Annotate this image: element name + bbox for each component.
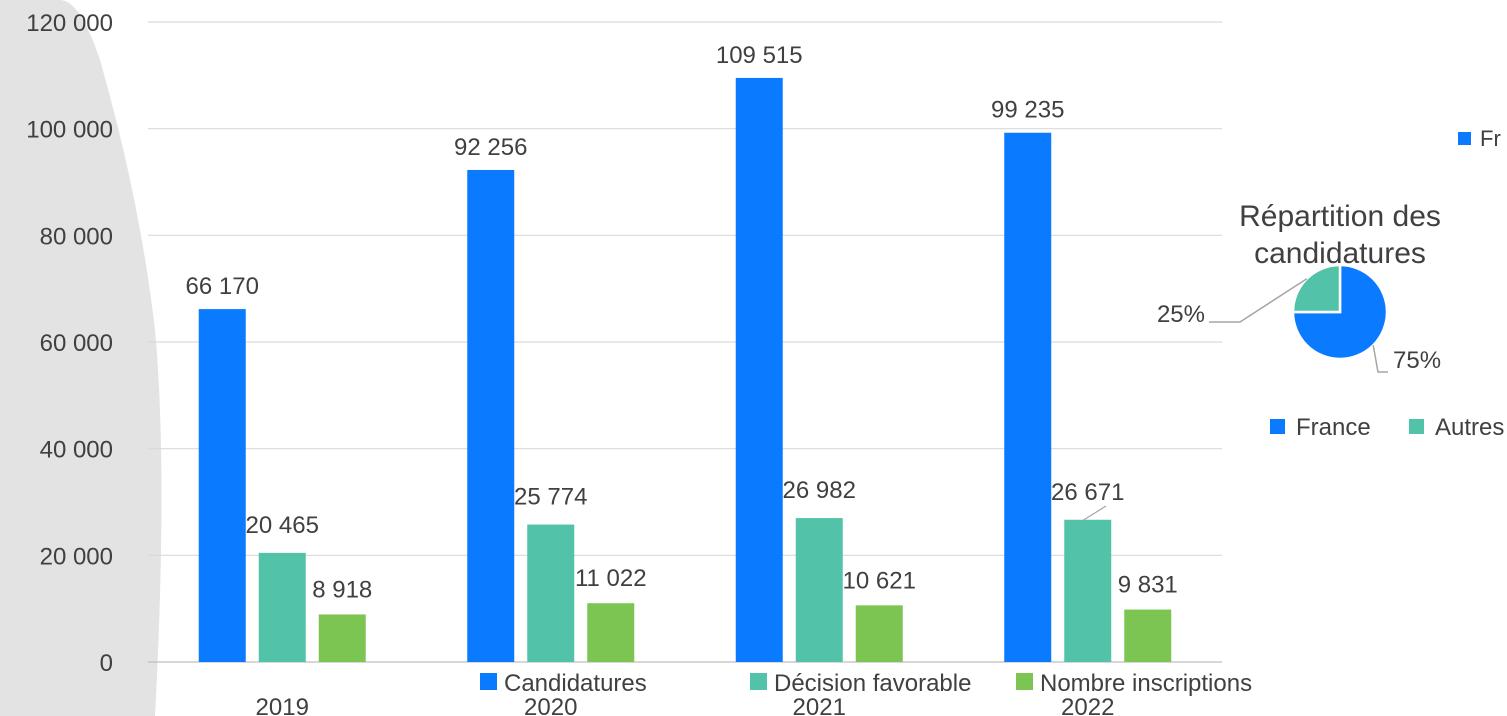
bar-data-label: 109 515 [716, 42, 803, 69]
pie-legend-label: Autres pays [1435, 414, 1507, 441]
pie-leader-line [1209, 278, 1308, 323]
bar [318, 614, 366, 662]
pie-leader-line [1372, 345, 1388, 373]
y-tick-label: 20 000 [40, 543, 113, 570]
legend-label: Décision favorable [774, 670, 971, 697]
legend-label: Candidatures [504, 670, 647, 697]
bar [467, 169, 515, 662]
bar-legend: Candidatures Décision favorable Nombre ins… [480, 670, 1252, 697]
bar [1064, 519, 1112, 662]
bar [1004, 132, 1052, 662]
bar-data-label: 92 256 [454, 134, 527, 161]
bar-data-label: 20 465 [246, 512, 319, 539]
bar-data-label: 25 774 [514, 484, 587, 511]
bar [795, 518, 843, 662]
pie-legend-swatch [1409, 419, 1424, 434]
x-tick-label: 2021 [793, 694, 846, 716]
bar-data-label: 99 235 [991, 97, 1064, 124]
y-tick-label: 80 000 [40, 223, 113, 250]
bar-data-label: 9 831 [1118, 572, 1178, 599]
y-axis-ticks: 0 20 000 40 000 60 000 80 000 100 000 120 000 [26, 10, 113, 677]
legend-swatch [750, 673, 767, 690]
x-tick-label: 2019 [256, 694, 309, 716]
pie-top-legend-swatch [1458, 132, 1471, 145]
pie-chart: Fr Répartition des candidatures 75% 25% Franc… [1157, 126, 1507, 441]
bar [527, 524, 575, 662]
x-tick-label: 2020 [524, 694, 577, 716]
pie-legend-label: France [1296, 414, 1371, 441]
bar-data-label: 11 022 [575, 565, 647, 592]
pie-data-label: 25% [1157, 301, 1205, 328]
legend-label: Nombre inscriptions [1040, 670, 1252, 697]
bar [735, 77, 783, 663]
bar-data-label: 66 170 [186, 273, 259, 300]
legend-swatch [480, 673, 497, 690]
bar-label-leader [1081, 505, 1107, 522]
pie-title: Répartition des candidatures [1239, 200, 1441, 270]
y-tick-label: 40 000 [40, 437, 113, 464]
bar-data-label: 26 982 [783, 477, 856, 504]
bar [587, 603, 635, 662]
gridlines [148, 21, 1222, 663]
pie-top-legend-label: Fr [1480, 126, 1501, 151]
legend-swatch [1016, 673, 1033, 690]
bar [1124, 609, 1172, 662]
bar-data-label: 10 621 [843, 567, 916, 594]
pie-legend-swatch [1270, 419, 1285, 434]
x-axis-labels: 2019 2020 2021 2022 [256, 694, 1115, 716]
y-tick-label: 100 000 [26, 117, 113, 144]
y-tick-label: 0 [100, 650, 113, 677]
pie-slice [1291, 263, 1342, 314]
pie-data-label: 75% [1393, 347, 1441, 374]
bar [198, 309, 246, 662]
background-arc [0, 0, 162, 716]
x-tick-label: 2022 [1061, 694, 1114, 716]
bar-data-label: 26 671 [1051, 479, 1124, 506]
y-tick-label: 60 000 [40, 330, 113, 357]
y-tick-label: 120 000 [26, 10, 113, 37]
bar [855, 605, 903, 662]
bar-data-labels: 66 170 20 465 8 918 92 256 25 774 11 022 109 5… [186, 42, 1178, 604]
bar-series [198, 77, 1172, 663]
bar-data-label: 8 918 [312, 576, 372, 603]
bar [258, 552, 306, 662]
